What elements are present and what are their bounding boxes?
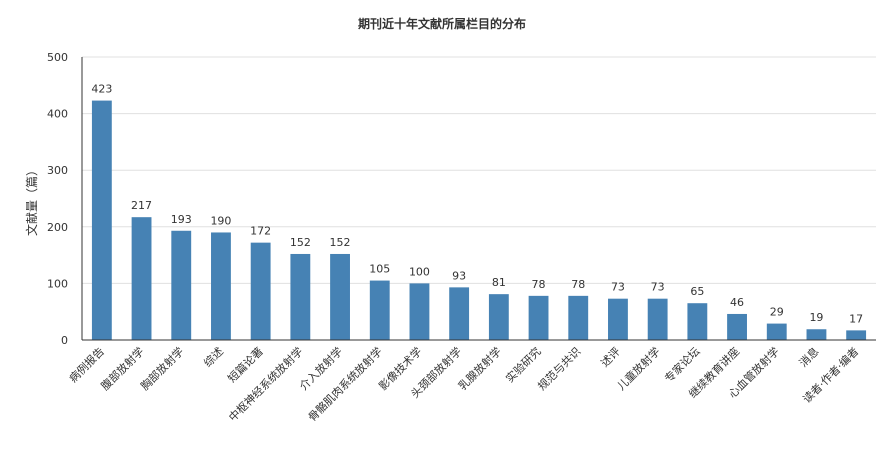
y-tick-label: 200 (47, 221, 68, 234)
bar[interactable] (131, 217, 152, 340)
bar[interactable] (608, 298, 628, 340)
bar[interactable] (687, 303, 708, 340)
gridlines (82, 56, 876, 284)
y-tick-labels: 0 100 200 300 400 500 (47, 51, 68, 347)
data-label: 73 (611, 281, 625, 294)
data-label: 93 (452, 269, 466, 282)
y-tick-label: 0 (61, 334, 68, 347)
bar[interactable] (846, 330, 867, 340)
x-tick-label: 中枢神经系统放射学 (226, 344, 306, 424)
data-label: 423 (91, 83, 112, 96)
data-label: 73 (651, 281, 665, 294)
bar[interactable] (568, 295, 589, 340)
bar[interactable] (647, 298, 668, 340)
x-tick-label: 乳腺放射学 (455, 344, 504, 393)
x-tick-label: 综述 (201, 344, 226, 369)
x-tick-label: 述评 (598, 345, 623, 370)
x-tick-label: 儿童放射学 (614, 344, 663, 393)
data-label: 190 (210, 214, 231, 227)
data-label: 217 (131, 199, 152, 212)
bar[interactable] (409, 283, 430, 340)
chart-title: 期刊近十年文献所属栏目的分布 (358, 16, 526, 31)
bar[interactable] (250, 242, 271, 340)
data-label: 65 (690, 285, 704, 298)
data-label: 105 (369, 263, 390, 276)
bar[interactable] (211, 232, 231, 340)
x-tick-label: 病例报告 (66, 344, 107, 385)
y-axis-label: 文献量（篇） (24, 164, 39, 236)
data-label: 78 (532, 278, 546, 291)
bar[interactable] (488, 294, 509, 340)
x-tick-label: 规范与共识 (535, 344, 584, 393)
data-label: 172 (250, 225, 271, 238)
y-tick-label: 500 (47, 51, 68, 64)
x-tick-label: 专家论坛 (661, 344, 702, 385)
data-label: 152 (330, 236, 351, 249)
bars (91, 100, 867, 340)
bar[interactable] (91, 100, 112, 340)
y-tick-label: 100 (47, 277, 68, 290)
x-tick-label: 胸部放射学 (138, 344, 187, 393)
y-tick-label: 300 (47, 164, 68, 177)
data-label: 19 (809, 311, 823, 324)
bar[interactable] (290, 253, 311, 340)
data-label: 81 (492, 276, 506, 289)
data-label: 46 (730, 296, 744, 309)
y-tick-label: 400 (47, 108, 68, 121)
bar[interactable] (171, 230, 192, 340)
bar[interactable] (806, 329, 827, 340)
data-label: 17 (849, 312, 863, 325)
x-tick-label: 骨骼肌肉系统放射学 (305, 344, 385, 424)
x-tick-label: 消息 (796, 344, 821, 369)
data-label: 100 (409, 265, 430, 278)
bar[interactable] (330, 253, 350, 340)
x-tick-label: 短篇论著 (225, 344, 266, 385)
data-label: 152 (290, 236, 311, 249)
bar[interactable] (528, 295, 549, 340)
data-labels: 423 217 193 190 172 152 152 105 100 93 81 78 78 73 73 6… (91, 83, 863, 326)
bar[interactable] (369, 280, 390, 340)
data-label: 29 (770, 306, 784, 319)
data-label: 78 (571, 278, 585, 291)
bar[interactable] (766, 323, 787, 340)
bar[interactable] (449, 287, 470, 340)
data-label: 193 (171, 213, 192, 226)
bar[interactable] (727, 313, 747, 340)
x-tick-label: 实验研究 (503, 344, 544, 385)
